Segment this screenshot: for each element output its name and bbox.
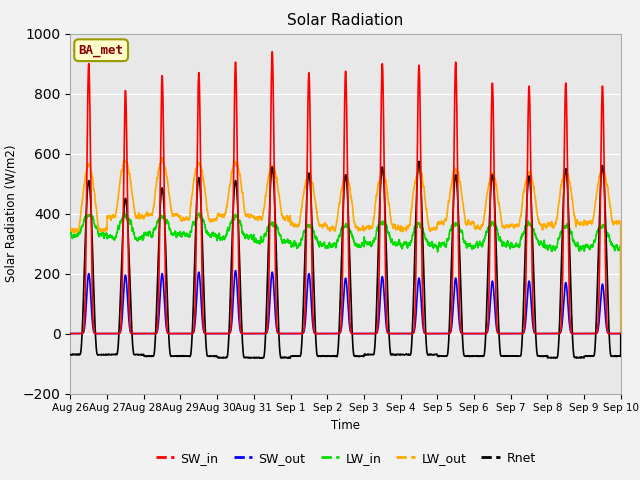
Rnet: [439, 354, 447, 360]
Line: Rnet: Rnet: [70, 161, 621, 358]
SW_out: [500, 331, 508, 336]
SW_out: [617, 331, 625, 336]
Legend: SW_in, SW_out, LW_in, LW_out, Rnet: SW_in, SW_out, LW_in, LW_out, Rnet: [150, 447, 541, 469]
SW_out: [232, 268, 239, 274]
LW_out: [67, 227, 74, 232]
LW_in: [166, 226, 173, 231]
SW_out: [325, 331, 333, 336]
Title: Solar Radiation: Solar Radiation: [287, 13, 404, 28]
Rnet: [67, 351, 74, 357]
SW_in: [469, 331, 477, 336]
Rnet: [325, 353, 333, 359]
Rnet: [166, 342, 173, 348]
LW_out: [617, 331, 625, 336]
SW_in: [325, 331, 333, 336]
LW_in: [616, 244, 624, 250]
LW_out: [438, 220, 446, 226]
LW_out: [469, 219, 477, 225]
LW_in: [67, 229, 74, 235]
Text: BA_met: BA_met: [79, 44, 124, 57]
Rnet: [500, 353, 508, 359]
X-axis label: Time: Time: [331, 419, 360, 432]
LW_in: [438, 241, 446, 247]
SW_in: [438, 331, 446, 336]
Rnet: [284, 355, 291, 361]
SW_in: [617, 331, 625, 336]
LW_out: [166, 194, 173, 200]
LW_in: [469, 243, 477, 249]
SW_out: [67, 331, 74, 336]
LW_in: [617, 331, 625, 336]
LW_in: [120, 208, 128, 214]
Line: SW_in: SW_in: [70, 52, 621, 334]
Rnet: [617, 331, 625, 336]
SW_in: [166, 331, 173, 336]
SW_in: [268, 49, 276, 55]
Rnet: [616, 353, 624, 359]
LW_out: [158, 155, 166, 160]
Line: LW_in: LW_in: [70, 211, 621, 334]
SW_in: [500, 331, 508, 336]
LW_out: [325, 226, 333, 232]
Line: LW_out: LW_out: [70, 157, 621, 334]
LW_out: [616, 220, 624, 226]
SW_out: [469, 331, 477, 336]
Rnet: [469, 353, 477, 359]
SW_in: [67, 331, 74, 336]
LW_in: [500, 242, 508, 248]
LW_in: [325, 240, 333, 246]
LW_out: [500, 225, 508, 230]
SW_in: [616, 331, 624, 336]
Line: SW_out: SW_out: [70, 271, 621, 334]
SW_out: [438, 331, 446, 336]
SW_out: [166, 331, 173, 336]
Rnet: [415, 158, 423, 164]
SW_out: [616, 331, 624, 336]
Y-axis label: Solar Radiation (W/m2): Solar Radiation (W/m2): [4, 145, 17, 282]
